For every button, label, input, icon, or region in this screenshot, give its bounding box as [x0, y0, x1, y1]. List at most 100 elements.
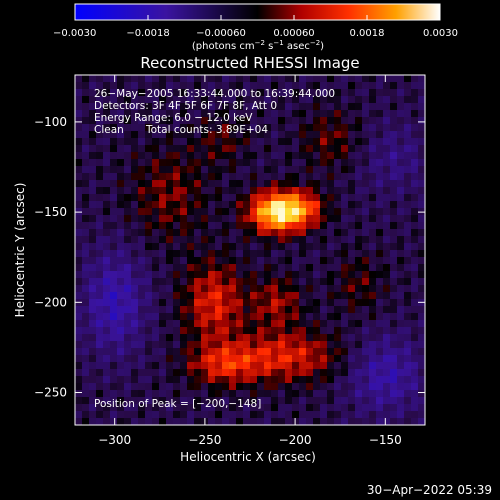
heatmap-cell	[369, 404, 377, 412]
heatmap-cell	[362, 369, 370, 377]
heatmap-cell	[229, 222, 237, 230]
heatmap-cell	[348, 334, 356, 342]
heatmap-cell	[145, 208, 153, 216]
y-axis-label: Heliocentric Y (arcsec)	[13, 183, 27, 318]
heatmap-cell	[222, 166, 230, 174]
heatmap-cell	[271, 243, 279, 251]
heatmap-cell	[341, 320, 349, 328]
heatmap-cell	[222, 194, 230, 202]
heatmap-cell	[383, 243, 391, 251]
heatmap-cell	[138, 327, 146, 335]
heatmap-cell	[243, 327, 251, 335]
heatmap-cell	[327, 404, 335, 412]
heatmap-cell	[187, 397, 195, 405]
heatmap-cell	[348, 327, 356, 335]
heatmap-cell	[89, 362, 97, 370]
heatmap-cell	[299, 278, 307, 286]
heatmap-cell	[236, 264, 244, 272]
heatmap-cell	[89, 82, 97, 90]
heatmap-cell	[376, 152, 384, 160]
heatmap-cell	[159, 348, 167, 356]
heatmap-cell	[117, 334, 125, 342]
heatmap-cell	[320, 327, 328, 335]
heatmap-cell	[313, 208, 321, 216]
heatmap-cell	[138, 397, 146, 405]
heatmap-cell	[208, 285, 216, 293]
heatmap-cell	[334, 257, 342, 265]
heatmap-cell	[145, 75, 153, 83]
heatmap-cell	[348, 117, 356, 125]
heatmap-cell	[278, 341, 286, 349]
heatmap-cell	[243, 313, 251, 321]
heatmap-cell	[145, 145, 153, 153]
heatmap-cell	[327, 215, 335, 223]
heatmap-cell	[250, 243, 258, 251]
heatmap-cell	[313, 390, 321, 398]
heatmap-cell	[292, 376, 300, 384]
heatmap-cell	[264, 82, 272, 90]
heatmap-cell	[187, 159, 195, 167]
heatmap-cell	[327, 131, 335, 139]
heatmap-cell	[110, 362, 118, 370]
heatmap-cell	[341, 208, 349, 216]
heatmap-cell	[145, 194, 153, 202]
heatmap-cell	[292, 341, 300, 349]
heatmap-cell	[327, 159, 335, 167]
heatmap-cell	[89, 89, 97, 97]
heatmap-cell	[292, 257, 300, 265]
heatmap-cell	[138, 173, 146, 181]
heatmap-cell	[159, 299, 167, 307]
heatmap-cell	[110, 243, 118, 251]
heatmap-cell	[369, 138, 377, 146]
heatmap-cell	[397, 131, 405, 139]
heatmap-cell	[243, 201, 251, 209]
heatmap-cell	[397, 75, 405, 83]
heatmap-cell	[131, 341, 139, 349]
heatmap-cell	[236, 313, 244, 321]
heatmap-cell	[82, 243, 90, 251]
heatmap-cell	[152, 82, 160, 90]
heatmap-cell	[180, 131, 188, 139]
heatmap-cell	[306, 82, 314, 90]
heatmap-cell	[89, 152, 97, 160]
heatmap-cell	[404, 327, 412, 335]
heatmap-cell	[145, 152, 153, 160]
heatmap-cell	[152, 131, 160, 139]
heatmap-cell	[82, 285, 90, 293]
heatmap-cell	[124, 299, 132, 307]
heatmap-cell	[362, 376, 370, 384]
heatmap-cell	[369, 390, 377, 398]
heatmap-cell	[397, 145, 405, 153]
heatmap-cell	[306, 390, 314, 398]
heatmap-cell	[96, 187, 104, 195]
heatmap-cell	[215, 397, 223, 405]
heatmap-cell	[320, 404, 328, 412]
heatmap-cell	[285, 348, 293, 356]
heatmap-cell	[215, 208, 223, 216]
heatmap-cell	[411, 236, 419, 244]
heatmap-cell	[229, 355, 237, 363]
heatmap-cell	[124, 376, 132, 384]
heatmap-cell	[96, 103, 104, 111]
heatmap-cell	[159, 236, 167, 244]
heatmap-cell	[418, 159, 426, 167]
heatmap-cell	[180, 306, 188, 314]
heatmap-cell	[397, 285, 405, 293]
heatmap-cell	[215, 271, 223, 279]
heatmap-cell	[187, 250, 195, 258]
heatmap-cell	[82, 383, 90, 391]
heatmap-cell	[166, 208, 174, 216]
heatmap-cell	[145, 103, 153, 111]
heatmap-cell	[369, 159, 377, 167]
heatmap-cell	[110, 327, 118, 335]
heatmap-cell	[299, 306, 307, 314]
heatmap-cell	[334, 376, 342, 384]
heatmap-cell	[369, 355, 377, 363]
heatmap-cell	[117, 383, 125, 391]
heatmap-cell	[250, 278, 258, 286]
heatmap-cell	[390, 306, 398, 314]
heatmap-cell	[362, 348, 370, 356]
heatmap-cell	[411, 264, 419, 272]
heatmap-cell	[173, 243, 181, 251]
heatmap-cell	[383, 355, 391, 363]
